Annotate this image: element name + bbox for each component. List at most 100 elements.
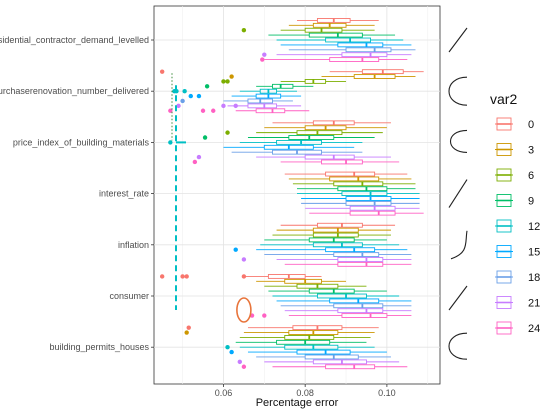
outlier-point xyxy=(229,349,234,355)
outlier-point xyxy=(200,108,206,113)
plot-panel xyxy=(153,5,441,385)
box xyxy=(325,37,371,43)
outlier-point xyxy=(262,313,267,318)
box xyxy=(349,205,396,211)
outlier-point xyxy=(184,330,189,335)
outlier-point xyxy=(168,140,173,145)
box xyxy=(312,359,367,365)
legend-item-24: 24 xyxy=(495,321,540,335)
box xyxy=(325,171,376,177)
outlier-point xyxy=(180,98,185,104)
outlier-point xyxy=(233,103,238,109)
outlier-point xyxy=(159,274,165,279)
panel-border xyxy=(153,5,441,385)
legend-title: var2 xyxy=(490,91,517,107)
box xyxy=(337,42,384,48)
legend-item-15: 15 xyxy=(495,245,540,259)
legend-item-0: 0 xyxy=(495,117,534,131)
outlier-point xyxy=(176,103,181,109)
box xyxy=(272,83,294,89)
outlier-point xyxy=(221,79,226,84)
box-group-consumer xyxy=(159,274,412,318)
x-axis-title: Percentage error xyxy=(256,397,339,409)
outlier-point xyxy=(241,28,247,33)
outlier-point xyxy=(225,79,230,84)
axes: residential_contractor_demand_levelledpu… xyxy=(0,35,396,398)
outlier-point xyxy=(221,103,226,109)
box xyxy=(276,139,322,145)
outlier-point xyxy=(229,74,234,79)
box-series xyxy=(159,18,424,370)
outlier-point xyxy=(225,130,230,135)
box xyxy=(333,303,384,309)
box xyxy=(349,210,396,216)
y-tick-label: consumer xyxy=(109,291,149,301)
outlier-point xyxy=(168,108,173,113)
box xyxy=(333,181,384,187)
legend-label: 15 xyxy=(528,247,540,259)
box-group-purchaserenovation_number_delivered xyxy=(159,69,424,114)
box xyxy=(345,196,392,201)
x-tick-label: 0.10 xyxy=(378,388,396,398)
outlier-point xyxy=(186,325,191,330)
box xyxy=(312,227,359,233)
legend-label: 6 xyxy=(528,170,534,182)
legend-label: 24 xyxy=(528,323,540,335)
box xyxy=(247,103,278,109)
y-tick-label: price_index_of_building_materials xyxy=(13,137,150,147)
box-group-residential_contractor_demand_levelled xyxy=(241,18,416,62)
outlier-point xyxy=(192,159,198,165)
box xyxy=(316,293,367,299)
outlier-point xyxy=(233,247,238,252)
outlier-point xyxy=(241,274,247,279)
outlier-point xyxy=(182,89,187,94)
box xyxy=(288,135,335,140)
box xyxy=(308,288,355,294)
legend-item-12: 12 xyxy=(495,219,540,233)
legend-label: 9 xyxy=(528,196,534,208)
outlier-point xyxy=(180,274,185,279)
box-group-inflation xyxy=(233,222,412,267)
outlier-point xyxy=(202,135,208,140)
box-group-price_index_of_building_materials xyxy=(168,120,400,165)
x-tick-label: 0.06 xyxy=(215,388,233,398)
box xyxy=(267,274,306,279)
box-group-building_permits_houses xyxy=(184,325,408,370)
y-tick-label: residential_contractor_demand_levelled xyxy=(0,35,149,45)
outlier-point xyxy=(204,84,210,89)
outlier-point xyxy=(237,359,242,365)
legend-item-9: 9 xyxy=(495,194,534,208)
y-tick-label: purchaserenovation_number_delivered xyxy=(0,86,149,96)
legend-item-21: 21 xyxy=(495,296,540,310)
box xyxy=(276,339,331,345)
box xyxy=(345,200,392,206)
box xyxy=(284,344,339,350)
outlier-point xyxy=(188,93,193,99)
box xyxy=(308,237,355,243)
legend-label: 21 xyxy=(528,298,540,310)
legend-label: 12 xyxy=(528,221,540,233)
outlier-point xyxy=(225,345,230,350)
box xyxy=(345,47,392,53)
outlier-point xyxy=(262,52,267,57)
outlier-point xyxy=(196,93,202,99)
box xyxy=(333,252,380,257)
legend-item-18: 18 xyxy=(495,270,540,284)
u-curve xyxy=(448,332,468,360)
trend-line xyxy=(448,179,468,208)
box xyxy=(284,278,322,284)
box xyxy=(312,232,359,238)
box xyxy=(337,257,384,262)
box xyxy=(337,308,384,314)
outlier-point xyxy=(196,154,202,160)
u-curve xyxy=(448,76,468,106)
box xyxy=(304,27,343,33)
trend-line xyxy=(448,285,468,311)
box xyxy=(341,313,388,318)
y-tick-label: building_permits_houses xyxy=(49,342,149,352)
outlier-point xyxy=(159,69,165,74)
box xyxy=(304,354,359,360)
highlight-ellipse xyxy=(236,297,252,323)
